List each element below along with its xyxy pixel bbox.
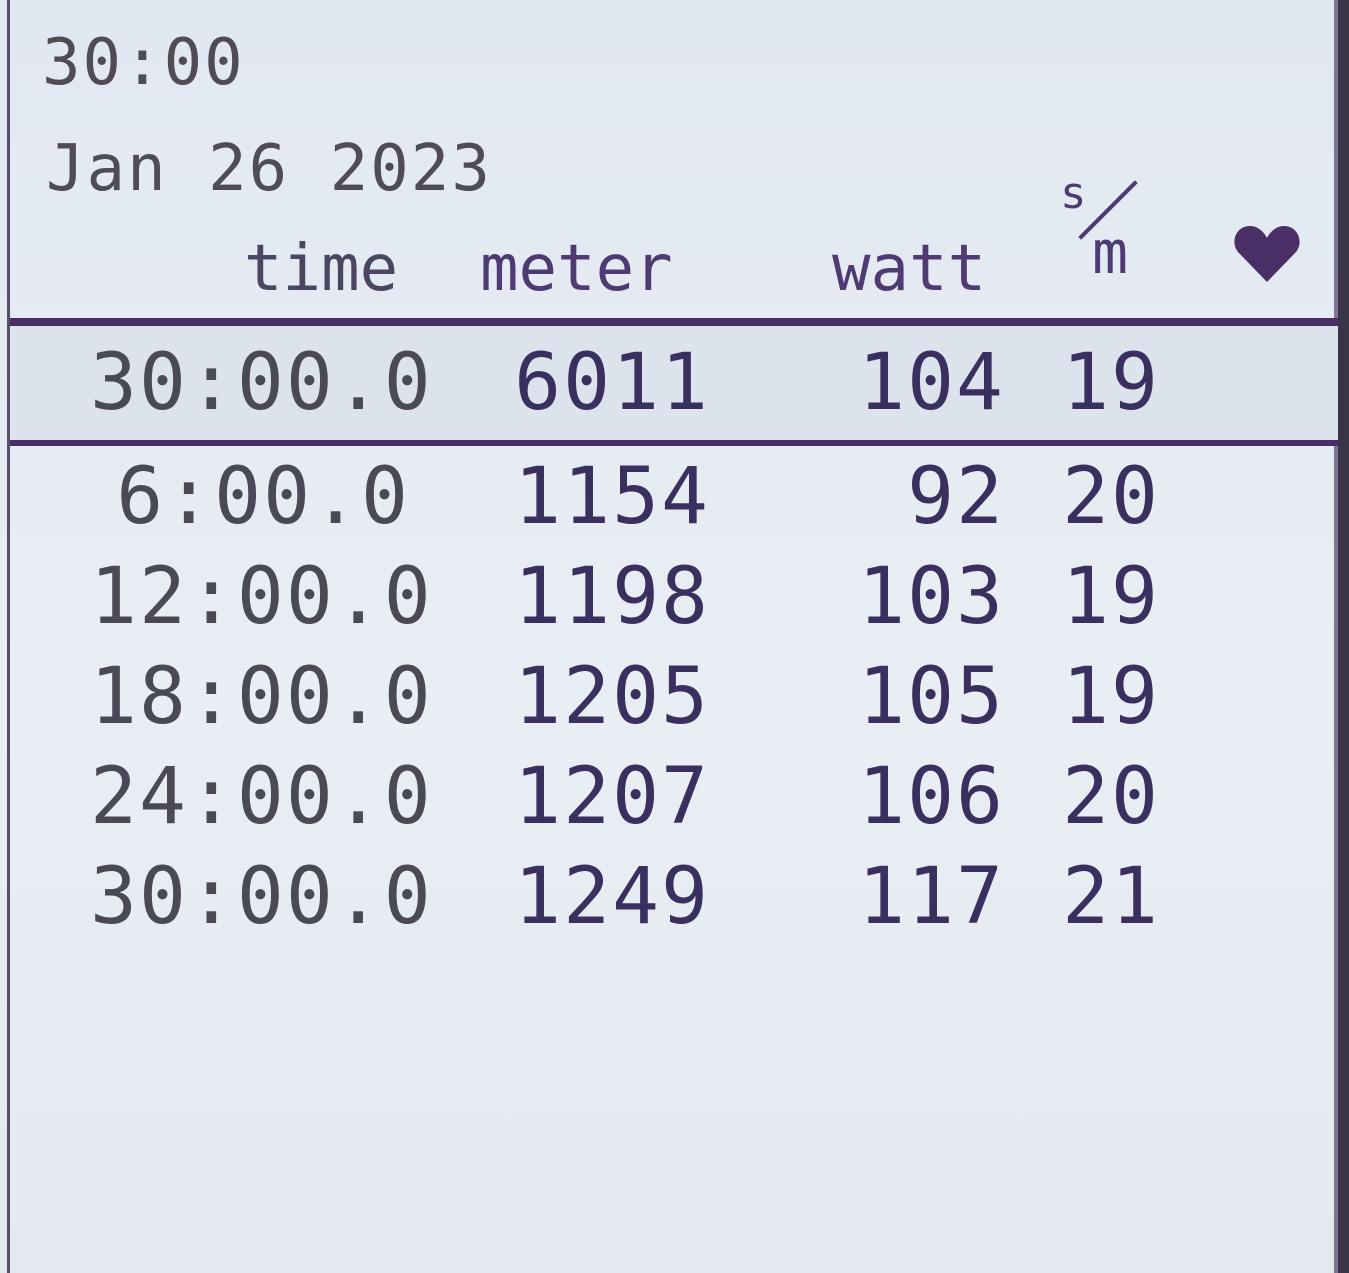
split-meter: 1198 <box>480 552 710 642</box>
column-header-watt: watt <box>832 232 986 306</box>
split-time: 30:00.0 <box>90 852 410 942</box>
split-time: 12:00.0 <box>90 552 410 642</box>
spm-numerator: s <box>1060 168 1087 219</box>
split-row: 30:00.0 1249 117 21 <box>0 852 1349 952</box>
split-watt: 106 <box>800 752 1005 842</box>
split-row: 6:00.0 1154 92 20 <box>0 452 1349 552</box>
split-spm: 19 <box>1040 552 1160 642</box>
column-header-time: time <box>244 232 398 306</box>
summary-watt: 104 <box>800 338 1005 428</box>
split-meter: 1205 <box>480 652 710 742</box>
workout-duration: 30:00 <box>42 26 245 100</box>
summary-time: 30:00.0 <box>90 338 410 428</box>
heart-icon <box>1232 222 1302 286</box>
split-watt: 117 <box>800 852 1005 942</box>
column-header-strokes-per-minute: s m <box>1056 168 1166 298</box>
summary-spm: 19 <box>1040 338 1160 428</box>
summary-meter: 6011 <box>480 338 710 428</box>
split-spm: 21 <box>1040 852 1160 942</box>
column-header-meter: meter <box>480 232 673 306</box>
split-watt: 103 <box>800 552 1005 642</box>
split-time: 6:00.0 <box>90 452 410 542</box>
summary-row: 30:00.0 6011 104 19 <box>0 338 1349 438</box>
summary-bottom-divider <box>10 440 1338 446</box>
split-row: 24:00.0 1207 106 20 <box>0 752 1349 852</box>
spm-denominator: m <box>1092 218 1128 288</box>
split-meter: 1154 <box>480 452 710 542</box>
split-row: 18:00.0 1205 105 19 <box>0 652 1349 752</box>
split-spm: 20 <box>1040 752 1160 842</box>
split-watt: 92 <box>800 452 1005 542</box>
split-watt: 105 <box>800 652 1005 742</box>
split-meter: 1249 <box>480 852 710 942</box>
split-time: 24:00.0 <box>90 752 410 842</box>
summary-top-divider <box>10 318 1338 326</box>
split-spm: 19 <box>1040 652 1160 742</box>
workout-date: Jan 26 2023 <box>46 132 492 206</box>
split-time: 18:00.0 <box>90 652 410 742</box>
split-meter: 1207 <box>480 752 710 842</box>
split-spm: 20 <box>1040 452 1160 542</box>
split-row: 12:00.0 1198 103 19 <box>0 552 1349 652</box>
